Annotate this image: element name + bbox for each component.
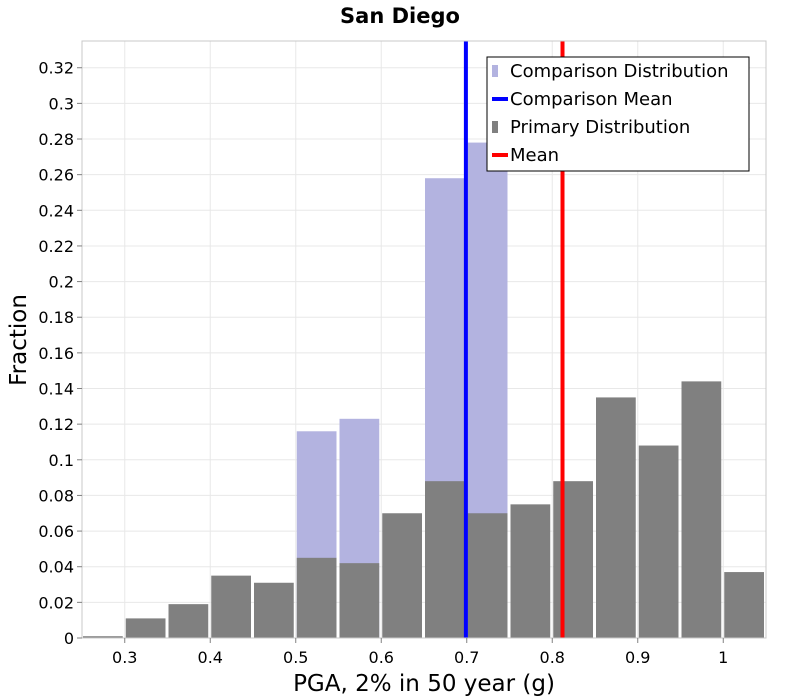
primary-bar (339, 563, 380, 638)
primary-bar (425, 481, 465, 638)
primary-bar (83, 636, 123, 638)
primary-bar (638, 445, 679, 638)
y-tick-label: 0.24 (38, 201, 74, 220)
legend-label-primary-distribution: Primary Distribution (510, 117, 690, 138)
primary-bar (467, 513, 508, 638)
legend-swatch-comparison-distribution (492, 65, 498, 77)
x-tick-label: 0.9 (625, 648, 650, 667)
primary-bar (382, 513, 422, 638)
y-tick-label: 0.06 (38, 522, 74, 541)
legend: Comparison Distribution Comparison Mean Pr… (486, 56, 750, 172)
x-tick-label: 0.4 (198, 648, 223, 667)
y-tick-label: 0.02 (38, 593, 74, 612)
y-tick-label: 0.1 (49, 451, 74, 470)
legend-swatch-primary-distribution (492, 121, 498, 133)
primary-bar (211, 575, 251, 638)
y-tick-label: 0.3 (49, 94, 74, 113)
y-tick-label: 0.08 (38, 486, 74, 505)
y-tick-label: 0.14 (38, 380, 74, 399)
y-tick-label: 0.22 (38, 237, 74, 256)
primary-bar (125, 618, 166, 638)
y-tick-label: 0.26 (38, 166, 74, 185)
x-tick-label: 0.5 (283, 648, 308, 667)
chart-title: San Diego (340, 4, 460, 28)
x-tick-label: 1 (718, 648, 728, 667)
legend-label-comparison-distribution: Comparison Distribution (510, 61, 729, 82)
x-axis-label: PGA, 2% in 50 year (g) (293, 671, 555, 697)
primary-bar (510, 504, 551, 638)
plot-border (81, 40, 767, 639)
y-tick-label: 0.12 (38, 415, 74, 434)
legend-label-comparison-mean: Comparison Mean (510, 89, 673, 110)
y-tick-label: 0.18 (38, 308, 74, 327)
x-tick-label: 0.8 (540, 648, 565, 667)
y-tick-label: 0.32 (38, 59, 74, 78)
y-axis-label: Fraction (6, 294, 32, 386)
x-tick-label: 0.3 (112, 648, 137, 667)
primary-bar (296, 557, 337, 638)
primary-bar (168, 604, 209, 638)
primary-bar (254, 582, 294, 638)
x-tick-label: 0.6 (369, 648, 394, 667)
primary-bar (681, 381, 722, 638)
y-tick-label: 0.04 (38, 558, 74, 577)
x-axis-ticks: 0.3 0.4 0.5 0.6 0.7 0.8 0.9 1 (112, 638, 728, 667)
y-tick-label: 0.16 (38, 344, 74, 363)
x-tick-label: 0.7 (454, 648, 479, 667)
primary-bars (83, 381, 764, 638)
y-tick-label: 0.2 (49, 273, 74, 292)
primary-bar (553, 481, 593, 638)
y-tick-label: 0 (64, 629, 74, 648)
y-axis-ticks: 0 0.02 0.04 0.06 0.08 0.1 0.12 0.14 0.16 0.18 0.2 0… (38, 59, 82, 648)
y-tick-label: 0.28 (38, 130, 74, 149)
primary-bar (724, 572, 764, 638)
primary-bar (596, 397, 636, 638)
legend-label-mean: Mean (510, 145, 559, 166)
legend-box (486, 56, 750, 172)
